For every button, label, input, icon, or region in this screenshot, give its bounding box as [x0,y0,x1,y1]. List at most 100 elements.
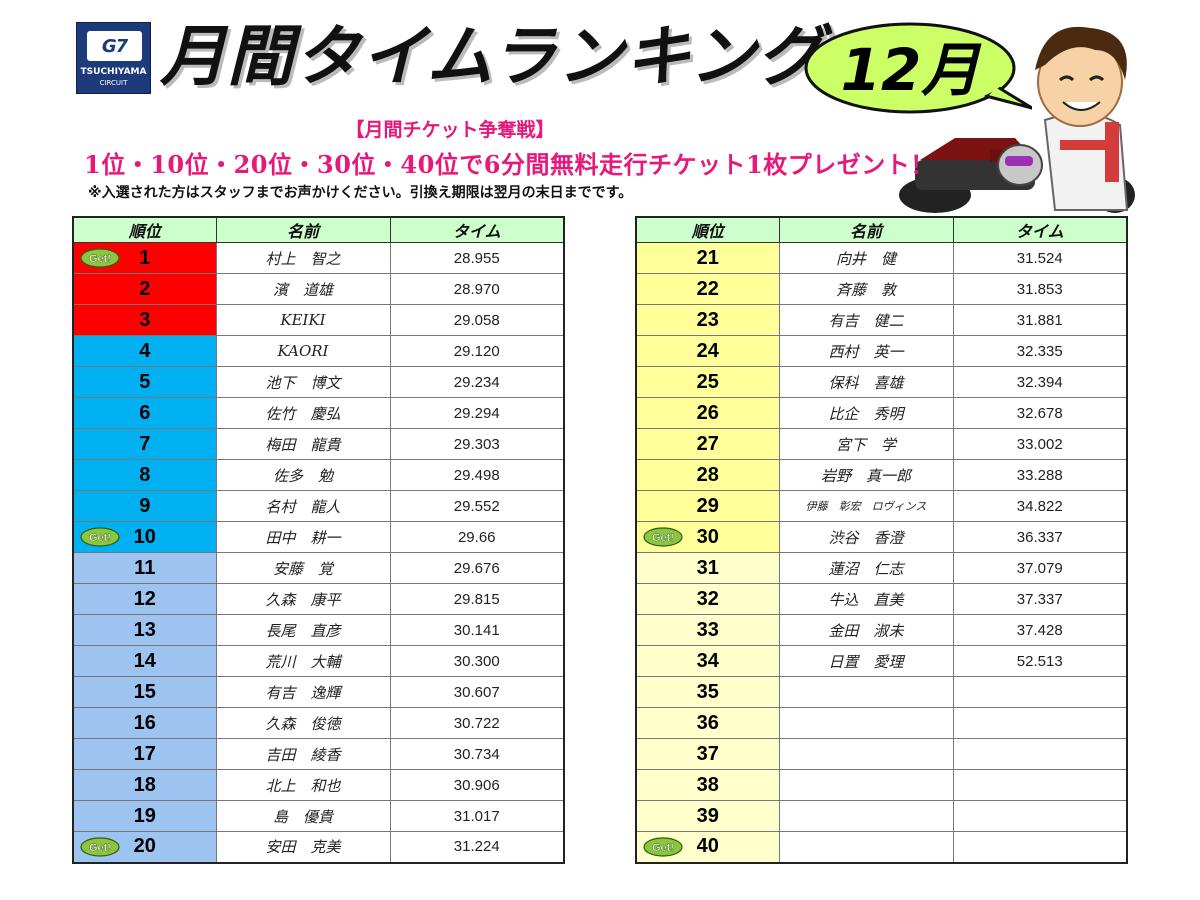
driver-name [778,831,954,863]
rank-cell: 13 [72,614,217,646]
rank-cell: 16 [72,707,217,739]
table-row: 27 宮下 学 33.002 [635,428,1128,460]
lap-time: 34.822 [952,490,1128,522]
driver-name: 久森 康平 [215,583,391,615]
rank-number: 14 [133,649,156,672]
table-row: 23 有吉 健二 31.881 [635,304,1128,336]
rank-number: 18 [133,773,156,796]
lap-time: 36.337 [952,521,1128,553]
table-row: 37 [635,738,1128,770]
lap-time: 29.498 [389,459,565,491]
table-row: Get! 1 村上 智之 28.955 [72,242,565,274]
rank-cell: 35 [635,676,780,708]
header-name: 名前 [778,216,954,243]
lap-time: 29.294 [389,397,565,429]
rank-cell: 25 [635,366,780,398]
lap-time: 28.970 [389,273,565,305]
driver-name [778,800,954,832]
rank-cell: 26 [635,397,780,429]
header-time: タイム [389,216,565,243]
lap-time: 52.513 [952,645,1128,677]
driver-name: 岩野 真一郎 [778,459,954,491]
table-row: 11 安藤 覚 29.676 [72,552,565,584]
rank-number: 33 [696,618,719,641]
rank-number: 9 [139,494,151,517]
get-badge-icon: Get! [80,248,120,268]
driver-name: 田中 耕一 [215,521,391,553]
lap-time: 29.234 [389,366,565,398]
header-rank: 順位 [72,216,217,243]
get-badge-text: Get! [89,532,111,544]
rank-number: 3 [139,308,151,331]
note-text: ※入選された方はスタッフまでお声かけください。引換え期限は翌月の末日までです。 [88,185,633,201]
rank-number: 28 [696,463,719,486]
get-badge-text: Get! [89,253,111,265]
rank-cell: 12 [72,583,217,615]
month-label: 12月 [840,36,980,104]
table-row: 39 [635,800,1128,832]
rank-cell: Get! 40 [635,831,780,863]
driver-name: 牛込 直美 [778,583,954,615]
rank-cell: 36 [635,707,780,739]
table-row: Get! 40 [635,831,1128,863]
driver-name [778,738,954,770]
rank-cell: 28 [635,459,780,491]
rank-cell: 9 [72,490,217,522]
driver-name: 有吉 健二 [778,304,954,336]
driver-name: 金田 淑未 [778,614,954,646]
driver-name: KAORI [215,335,391,367]
logo-line1: TSUCHIYAMA [80,67,147,77]
driver-name: 保科 喜雄 [778,366,954,398]
driver-name: 佐竹 慶弘 [215,397,391,429]
rank-number: 17 [133,742,156,765]
rank-number: 6 [139,401,151,424]
table-row: 18 北上 和也 30.906 [72,769,565,801]
table-row: 32 牛込 直美 37.337 [635,583,1128,615]
table-row: 8 佐多 勉 29.498 [72,459,565,491]
rank-number: 2 [139,277,151,300]
table-row: 38 [635,769,1128,801]
rank-number: 30 [696,525,719,548]
rank-cell: 31 [635,552,780,584]
lap-time [952,738,1128,770]
driver-name: 日置 愛理 [778,645,954,677]
table-row: 29 伊藤 彰宏 ロヴィンス 34.822 [635,490,1128,522]
table-row: 3 KEIKI 29.058 [72,304,565,336]
get-badge-icon: Get! [643,527,683,547]
table-row: 4 KAORI 29.120 [72,335,565,367]
rank-cell: 29 [635,490,780,522]
lap-time: 29.120 [389,335,565,367]
driver-name [778,676,954,708]
driver-name: KEIKI [215,304,391,336]
rank-cell: 6 [72,397,217,429]
rank-number: 40 [696,835,719,858]
table-row: 35 [635,676,1128,708]
rank-cell: 3 [72,304,217,336]
rank-cell: 33 [635,614,780,646]
lap-time: 29.552 [389,490,565,522]
table-row: 15 有吉 逸輝 30.607 [72,676,565,708]
get-badge-text: Get! [89,842,111,854]
rank-cell: 21 [635,242,780,274]
rank-number: 11 [134,556,156,579]
table-row: 16 久森 俊徳 30.722 [72,707,565,739]
rank-number: 22 [696,277,719,300]
lap-time [952,800,1128,832]
rank-number: 4 [139,339,151,362]
rank-cell: 37 [635,738,780,770]
driver-name: 向井 健 [778,242,954,274]
driver-name: 名村 龍人 [215,490,391,522]
table-row: Get! 30 渋谷 香澄 36.337 [635,521,1128,553]
ranking-table-left: 順位 名前 タイム Get! 1 村上 智之 28.955 2 濱 道雄 28.970 3 KE… [72,216,565,864]
table-row: 14 荒川 大輔 30.300 [72,645,565,677]
driver-name: 濱 道雄 [215,273,391,305]
lap-time: 28.955 [389,242,565,274]
lap-time: 29.676 [389,552,565,584]
rank-number: 34 [696,649,719,672]
lap-time: 31.224 [389,831,565,863]
circuit-logo: G7 TSUCHIYAMA CIRCUIT [76,22,151,94]
rank-number: 35 [696,680,719,703]
get-badge-text: Get! [652,532,674,544]
rank-number: 32 [696,587,719,610]
rank-number: 25 [696,370,719,393]
